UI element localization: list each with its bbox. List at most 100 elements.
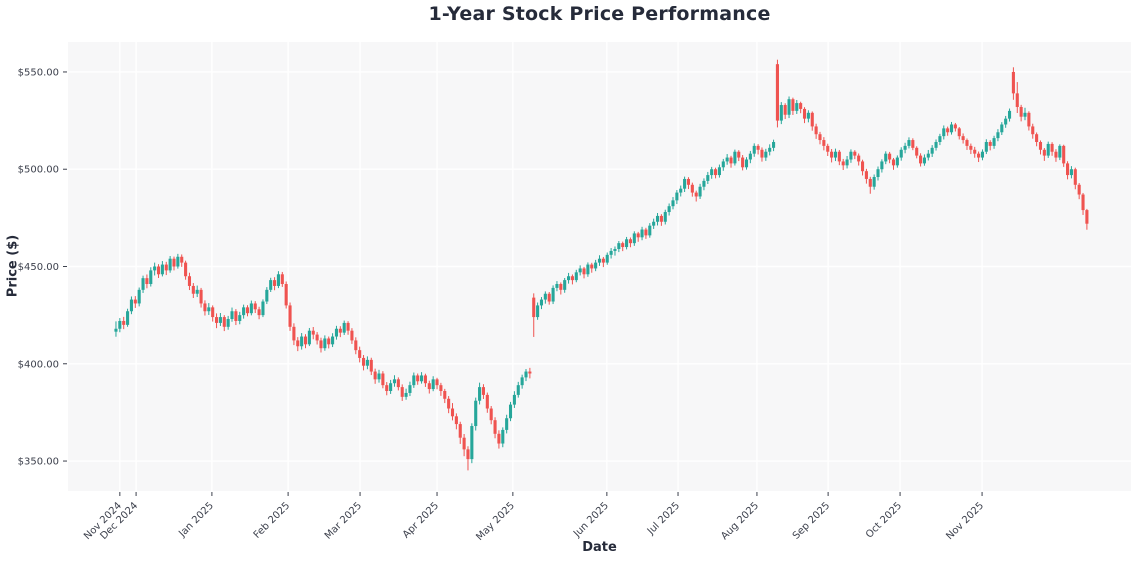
candle-body bbox=[172, 258, 176, 267]
candle bbox=[984, 139, 988, 155]
candle bbox=[160, 261, 164, 277]
candle bbox=[126, 308, 130, 327]
candle-body bbox=[392, 379, 397, 384]
candle bbox=[203, 300, 207, 316]
candle-body bbox=[427, 383, 431, 390]
candle-body bbox=[508, 404, 513, 419]
candle bbox=[1062, 144, 1066, 167]
candle-body bbox=[435, 379, 439, 386]
candle-body bbox=[737, 151, 741, 158]
candle bbox=[756, 144, 760, 155]
candle-body bbox=[400, 387, 404, 397]
candle-body bbox=[1050, 143, 1054, 152]
candle-body bbox=[133, 299, 137, 304]
candle-body bbox=[791, 99, 795, 111]
candle bbox=[713, 167, 718, 179]
candle bbox=[478, 382, 482, 405]
y-axis-label: Price ($) bbox=[5, 234, 21, 298]
candle bbox=[447, 396, 451, 414]
candle-body bbox=[493, 420, 497, 434]
candle-body bbox=[1027, 112, 1031, 127]
candle bbox=[273, 277, 277, 291]
candle-body bbox=[1054, 151, 1058, 158]
candle bbox=[145, 274, 149, 289]
candle bbox=[234, 309, 238, 326]
candle bbox=[605, 252, 609, 265]
candle-body bbox=[648, 225, 652, 236]
candle-body bbox=[315, 334, 319, 341]
candle-body bbox=[915, 147, 919, 156]
candle bbox=[926, 149, 930, 161]
candle bbox=[613, 246, 617, 256]
candle bbox=[977, 151, 981, 163]
candle bbox=[675, 190, 679, 205]
candle bbox=[288, 302, 292, 331]
candle-body bbox=[137, 289, 141, 304]
candle-body bbox=[764, 151, 768, 158]
y-tick-label: $450.00 bbox=[18, 262, 59, 273]
candle-body bbox=[145, 278, 149, 285]
candle-body bbox=[860, 161, 865, 172]
candle bbox=[153, 262, 157, 276]
candle-body bbox=[690, 184, 694, 193]
candle-body bbox=[539, 299, 544, 306]
candle bbox=[381, 371, 385, 389]
candle-body bbox=[1042, 149, 1046, 156]
candle bbox=[1015, 82, 1019, 114]
candle-body bbox=[795, 103, 799, 111]
candle-body bbox=[377, 373, 381, 380]
candle bbox=[1077, 183, 1081, 200]
candle-body bbox=[721, 161, 725, 168]
candle-body bbox=[582, 268, 586, 275]
candle-body bbox=[675, 192, 679, 201]
candle-body bbox=[911, 140, 915, 148]
candle bbox=[915, 146, 919, 159]
candle-body bbox=[961, 136, 965, 141]
candle-body bbox=[621, 243, 625, 248]
candle bbox=[748, 150, 752, 164]
candle bbox=[300, 333, 304, 350]
candle bbox=[729, 155, 733, 168]
candle-body bbox=[1023, 112, 1027, 117]
candle bbox=[334, 325, 339, 340]
candle bbox=[319, 337, 323, 353]
candle-body bbox=[992, 138, 996, 146]
candle-body bbox=[574, 272, 578, 281]
candle-body bbox=[706, 175, 710, 181]
candle bbox=[458, 421, 462, 444]
candle bbox=[891, 157, 896, 170]
candle bbox=[1023, 107, 1027, 121]
candle-body bbox=[895, 157, 899, 166]
candle bbox=[880, 159, 884, 173]
candle bbox=[752, 143, 756, 157]
candle bbox=[404, 388, 408, 400]
candle bbox=[563, 277, 567, 293]
candle bbox=[1000, 122, 1004, 135]
candle bbox=[539, 297, 544, 310]
candle bbox=[849, 149, 853, 163]
candle-body bbox=[683, 178, 687, 189]
candle bbox=[172, 256, 176, 271]
candle bbox=[775, 59, 779, 128]
candle-body bbox=[810, 112, 814, 127]
candle bbox=[799, 101, 803, 114]
candle bbox=[1031, 123, 1035, 139]
candle bbox=[644, 227, 648, 239]
candle bbox=[427, 380, 431, 394]
candle bbox=[988, 140, 992, 151]
candle-body bbox=[559, 284, 563, 290]
candle-body bbox=[702, 180, 706, 187]
candle-body bbox=[980, 151, 985, 158]
candle-body bbox=[686, 178, 691, 185]
candle-body bbox=[578, 268, 582, 273]
candle bbox=[466, 446, 470, 471]
candle-body bbox=[450, 408, 455, 417]
candle bbox=[818, 131, 822, 145]
candle bbox=[195, 285, 199, 298]
candle bbox=[586, 262, 590, 277]
candle bbox=[439, 382, 443, 396]
candle-body bbox=[129, 299, 133, 312]
candle-body bbox=[710, 169, 714, 176]
candle bbox=[296, 337, 300, 352]
